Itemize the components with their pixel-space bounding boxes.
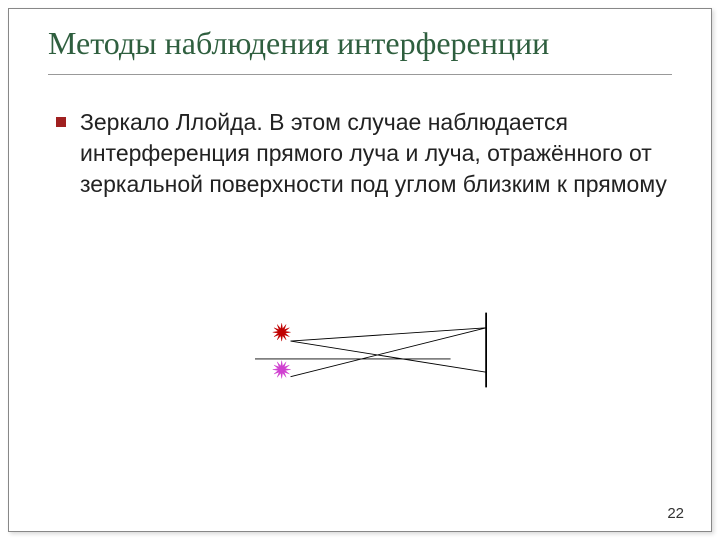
slide: Методы наблюдения интерференции Зеркало … [0, 0, 720, 540]
bullet-icon [56, 117, 66, 127]
lloyd-mirror-diagram [200, 310, 550, 430]
slide-frame [8, 8, 712, 532]
paragraph-text: Зеркало Ллойда. В этом случае наблюдаетс… [80, 107, 672, 200]
slide-title: Методы наблюдения интерференции [48, 24, 672, 75]
body-text: Зеркало Ллойда. В этом случае наблюдаетс… [48, 107, 672, 200]
diagram-svg [200, 310, 550, 430]
page-number: 22 [667, 505, 684, 522]
